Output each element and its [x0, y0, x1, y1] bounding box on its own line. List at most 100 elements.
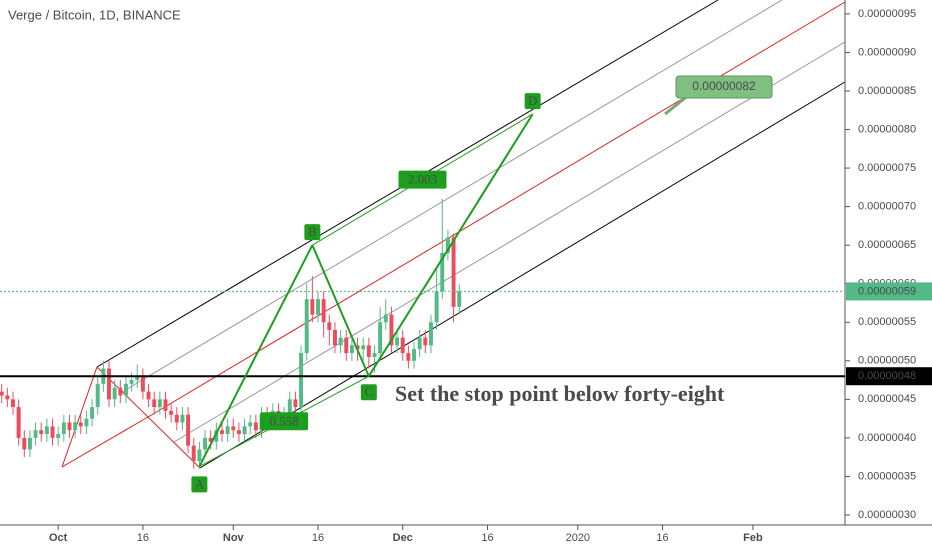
candle-body [349, 345, 354, 354]
pattern-point-label: B [308, 224, 317, 239]
y-tick-label: 0.00000070 [858, 201, 916, 213]
pattern-point-label: D [528, 93, 537, 108]
candle-body [135, 376, 140, 381]
candle-body [214, 430, 219, 442]
candle-body [293, 399, 298, 408]
candle-body [107, 368, 111, 400]
y-tick-label: 0.00000075 [858, 162, 916, 174]
pattern-line [367, 113, 534, 377]
candle-body [445, 237, 450, 253]
y-tick-label: 0.00000085 [858, 85, 916, 97]
candle-body [90, 407, 95, 419]
pitchfork-handle [61, 366, 98, 468]
candle-body [84, 418, 89, 427]
candle-body [191, 445, 196, 462]
pattern-point [191, 476, 208, 493]
candle-body [406, 353, 411, 361]
candle-body [400, 337, 405, 354]
pattern-point [360, 384, 377, 401]
candle-body [287, 399, 292, 415]
pattern-point-label: A [195, 476, 205, 491]
candle-body [152, 399, 157, 408]
chart-title: Verge / Bitcoin, 1D, BINANCE [8, 7, 181, 22]
candle-body [372, 353, 377, 357]
x-tick-label: Dec [393, 532, 413, 544]
candle-body [27, 437, 32, 450]
candle-body [203, 437, 208, 450]
candle-body [146, 391, 151, 400]
candle-body [378, 322, 383, 354]
candle-body [338, 337, 343, 346]
pattern-point-label: C [365, 384, 374, 399]
price-note-box [675, 75, 773, 99]
candle-body [129, 380, 134, 384]
y-tick-label: 0.00000045 [858, 393, 916, 405]
pattern-point [524, 93, 541, 110]
x-tick-label: 16 [312, 532, 324, 544]
y-tick-label: 0.00000090 [858, 46, 916, 58]
candle-body [11, 399, 15, 408]
candle-body [344, 337, 349, 354]
candle-body [434, 291, 439, 323]
candle-body [321, 299, 326, 323]
candle-body [157, 399, 162, 408]
pattern-line [198, 244, 314, 467]
candle-body [236, 430, 241, 435]
candle-body [61, 422, 66, 435]
candle-body [412, 349, 417, 361]
candle-body [39, 430, 44, 435]
pattern-line [311, 244, 370, 377]
last-price-box [846, 282, 932, 301]
candle-body [22, 437, 27, 450]
candle-body [242, 426, 247, 435]
channel-line [121, 0, 783, 393]
pattern-point [304, 224, 321, 241]
candle-body [304, 299, 309, 354]
candle-body [383, 314, 388, 323]
candle-body [44, 426, 49, 435]
candle-body [197, 449, 202, 462]
ratio-box [260, 412, 309, 431]
candle-body [118, 387, 123, 396]
y-tick-label: 0.00000095 [858, 8, 916, 20]
candle-body [417, 337, 422, 350]
candle-body [355, 345, 360, 350]
candle-body [123, 383, 128, 396]
y-tick-label: 0.00000035 [858, 470, 916, 482]
channel-line [199, 81, 846, 469]
last-price-label: 0.00000059 [858, 285, 916, 297]
candle-body [389, 314, 394, 346]
y-tick-label: 0.00000055 [858, 316, 916, 328]
y-tick-label: 0.00000050 [858, 355, 916, 367]
y-tick-label: 0.00000080 [858, 123, 916, 135]
candle-body [180, 414, 185, 423]
candle-body [33, 430, 38, 438]
candle-body [95, 383, 100, 408]
ratio-label: 0.558 [269, 413, 298, 428]
stop-price-label: 0.00000048 [858, 370, 916, 382]
ratio-box [398, 170, 447, 189]
candle-body [112, 387, 117, 400]
x-tick-label: 16 [481, 532, 493, 544]
candle-body [186, 414, 191, 446]
candle-body [231, 426, 236, 431]
stop-price-box [846, 367, 932, 386]
candle-body [78, 422, 83, 427]
candle-body [56, 434, 61, 438]
candle-body [163, 399, 168, 411]
y-tick-label: 0.00000040 [858, 432, 916, 444]
candle-body [16, 407, 21, 438]
x-tick-label: 2020 [566, 532, 590, 544]
candle-body [423, 337, 428, 346]
candle-body [208, 437, 213, 442]
x-tick-label: 16 [656, 532, 668, 544]
candle-body [5, 395, 10, 400]
y-tick-label: 0.00000030 [858, 509, 916, 521]
candle-body [253, 422, 258, 431]
candle-body [451, 237, 456, 307]
candle-body [0, 391, 4, 396]
candle-body [366, 345, 371, 357]
ratio-label: 2.003 [408, 172, 437, 187]
candle-body [174, 414, 179, 423]
